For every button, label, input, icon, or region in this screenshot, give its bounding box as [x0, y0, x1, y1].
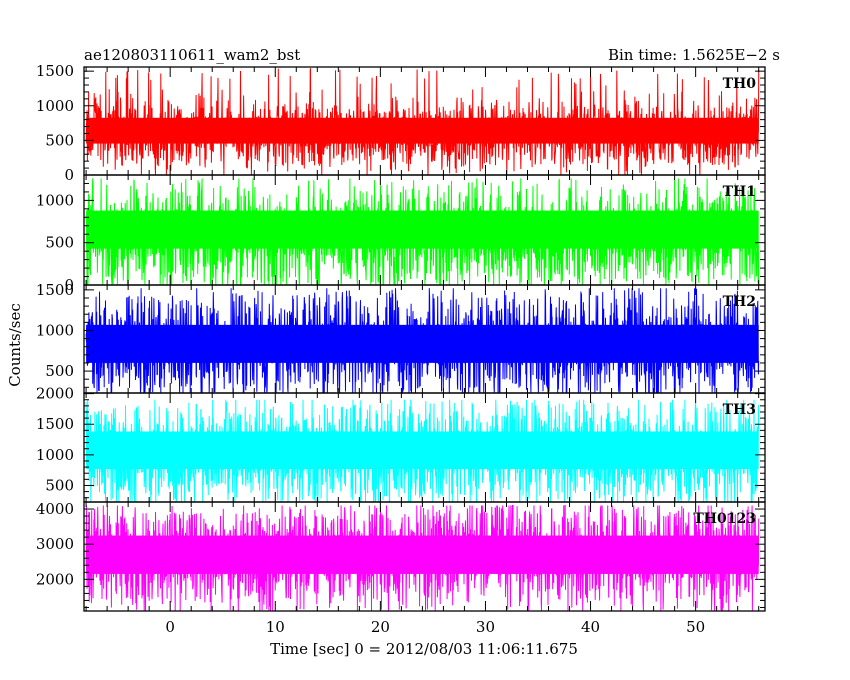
y-tick-label: 1500 [36, 415, 74, 433]
panel-label-th0123: TH0123 [693, 511, 756, 527]
panel-label-th1: TH1 [723, 184, 756, 200]
series-line-th0123 [85, 505, 760, 611]
y-tick-label: 0 [64, 166, 74, 184]
panel-label-th3: TH3 [723, 402, 756, 418]
chart-title: ae120803110611_wam2_bst [84, 46, 300, 64]
y-tick-label: 1500 [36, 62, 74, 80]
panel-label-th2: TH2 [723, 294, 756, 310]
series-line-th3 [85, 399, 760, 503]
series-line-th1 [85, 178, 760, 286]
series-line-th2 [85, 288, 760, 393]
y-tick-label: 2000 [36, 385, 74, 403]
panel-frame [83, 501, 766, 612]
y-tick-label: 2000 [36, 570, 74, 588]
panel-th0123: 2000 3000 4000 TH0123 [36, 500, 766, 612]
panel-th0: 0 500 1000 1500 TH0 [36, 62, 766, 184]
x-tick-label: 0 [165, 618, 175, 636]
y-tick-label: 1000 [36, 97, 74, 115]
y-tick-label: 4000 [36, 500, 74, 518]
y-tick-label: 500 [45, 131, 74, 149]
x-tick-label: 40 [581, 618, 600, 636]
y-tick-label: 1000 [36, 446, 74, 464]
y-tick-label: 1000 [36, 191, 74, 209]
y-axis-label: Counts/sec [6, 303, 24, 387]
series-line-th0 [85, 68, 760, 175]
x-tick-label: 30 [476, 618, 495, 636]
x-axis-label: Time [sec] 0 = 2012/08/03 11:06:11.675 [270, 640, 578, 658]
panel-label-th0: TH0 [723, 76, 757, 92]
panel-th2: 500 1000 1500 TH2 [36, 281, 766, 394]
y-tick-label: 500 [45, 362, 74, 380]
y-tick-label: 1500 [36, 281, 74, 299]
x-tick-label: 50 [686, 618, 705, 636]
panel-th3: 500 1000 1500 2000 TH3 [36, 385, 766, 503]
x-tick-label: 20 [371, 618, 390, 636]
y-tick-label: 500 [45, 234, 74, 252]
x-tick-label: 10 [266, 618, 285, 636]
y-tick-label: 1000 [36, 321, 74, 339]
chart-subtitle: Bin time: 1.5625E−2 s [608, 46, 780, 64]
y-tick-label: 3000 [36, 535, 74, 553]
y-tick-label: 500 [45, 476, 74, 494]
panel-th1: 0 500 1000 TH1 [36, 174, 766, 294]
y-tick-label: 0 [64, 276, 74, 294]
